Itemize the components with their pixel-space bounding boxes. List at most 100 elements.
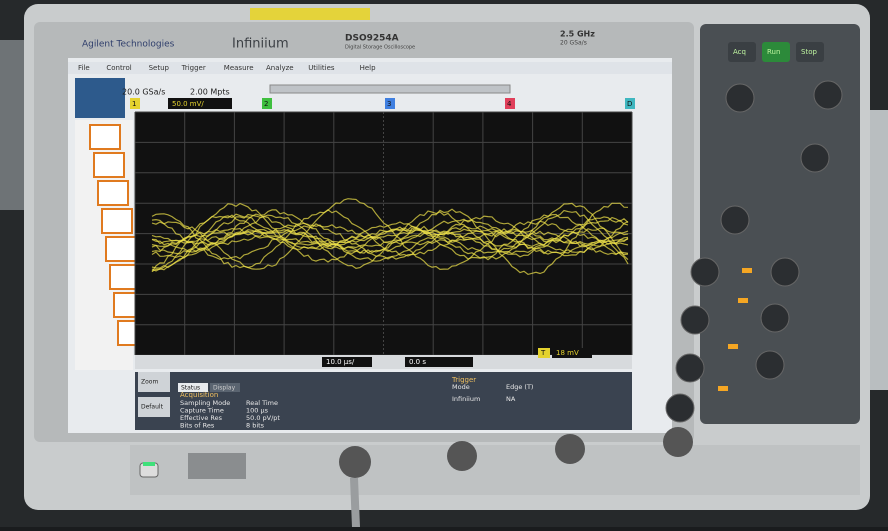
- tabs: Status Display: [178, 383, 240, 392]
- trigger-key: Infiniium: [452, 395, 480, 403]
- menu-item[interactable]: Help: [360, 64, 377, 72]
- menu-bar: [68, 62, 672, 74]
- trigger-level: 18 mV: [556, 349, 579, 357]
- acq-button-label: Run: [767, 48, 780, 56]
- time-scale-box[interactable]: [322, 357, 372, 367]
- channel-label: 2: [264, 100, 268, 108]
- knob[interactable]: [813, 80, 843, 110]
- waveform-trace: [151, 202, 629, 272]
- acq-button-label: Acq: [733, 48, 746, 56]
- waveform-trace: [151, 209, 629, 272]
- waveform-trace: [151, 209, 629, 262]
- trigger-heading: Trigger: [451, 376, 476, 384]
- sample-rate: 20 GSa/s: [560, 40, 587, 47]
- usb-port: [188, 453, 246, 479]
- knob[interactable]: [690, 257, 720, 287]
- probe-cable: [350, 478, 360, 527]
- status-value: 8 bits: [246, 422, 265, 430]
- brand: Agilent Technologies: [82, 40, 175, 50]
- waveform-trace: [151, 215, 629, 260]
- menu-item[interactable]: File: [78, 64, 90, 72]
- trigger-marker: [538, 348, 550, 358]
- waveform-trace: [151, 202, 629, 276]
- tool-button[interactable]: [93, 152, 125, 178]
- knob[interactable]: [725, 83, 755, 113]
- tab-label: Status: [181, 385, 200, 392]
- bnc-2: [447, 441, 477, 471]
- product: Infiniium: [232, 37, 289, 52]
- time-position-box[interactable]: [405, 357, 473, 367]
- model: DSO9254A: [345, 34, 399, 44]
- side-button[interactable]: [138, 372, 170, 392]
- status-key: Effective Res: [180, 414, 223, 422]
- acq-button[interactable]: [728, 42, 756, 62]
- timebase-bar: [135, 355, 632, 369]
- tool-button[interactable]: [105, 236, 137, 262]
- channel-scale: 50.0 mV/: [172, 100, 204, 108]
- status-key: Sampling Mode: [180, 399, 230, 407]
- channel-badge[interactable]: [262, 98, 272, 109]
- menu-item[interactable]: Measure: [224, 64, 254, 72]
- tools: [89, 124, 149, 346]
- knob[interactable]: [755, 350, 785, 380]
- acq-button[interactable]: [796, 42, 824, 62]
- control-panel: [700, 24, 860, 424]
- status-value: 100 µs: [246, 407, 269, 415]
- logo-button[interactable]: [75, 78, 125, 118]
- knob[interactable]: [675, 353, 705, 383]
- knob[interactable]: [680, 305, 710, 335]
- tool-button[interactable]: [101, 208, 133, 234]
- status-rows: Sampling Mode Real Time Capture Time 100 µs…: [180, 383, 533, 430]
- status-key: Capture Time: [180, 407, 224, 415]
- side-button-label: Default: [141, 404, 164, 411]
- menu-item[interactable]: Utilities: [308, 64, 335, 72]
- trigger-level-box[interactable]: [552, 348, 592, 358]
- indicator-led: [738, 298, 748, 303]
- trigger-key: Mode: [452, 383, 470, 391]
- status-key: Bits of Res: [180, 422, 215, 430]
- side-button[interactable]: [138, 397, 170, 417]
- channel-badge[interactable]: [625, 98, 635, 109]
- menu-item[interactable]: Trigger: [181, 64, 206, 72]
- trigger-label: T: [540, 349, 546, 357]
- bottom-strip: [130, 445, 860, 495]
- tab[interactable]: [178, 383, 208, 392]
- bnc-1: [339, 446, 371, 478]
- menu-item[interactable]: Control: [106, 64, 131, 72]
- knob[interactable]: [760, 303, 790, 333]
- acq-points: 2.00 Mpts: [190, 88, 230, 97]
- indicator-led: [718, 386, 728, 391]
- channel-label: D: [627, 100, 632, 108]
- channel-badge[interactable]: [385, 98, 395, 109]
- model-subtitle: Digital Storage Oscilloscope: [345, 45, 415, 51]
- acq-button[interactable]: [762, 42, 790, 62]
- label-sticker: [250, 8, 370, 20]
- trigger-value: Edge (T): [506, 383, 533, 391]
- side-buttons: Zoom Default: [138, 372, 170, 417]
- knob[interactable]: [800, 143, 830, 173]
- menu-item[interactable]: Setup: [149, 64, 170, 72]
- channel-label: 1: [132, 100, 136, 108]
- tab-label: Display: [213, 385, 236, 392]
- menu-item[interactable]: Analyze: [266, 64, 294, 72]
- knob[interactable]: [720, 205, 750, 235]
- knob[interactable]: [665, 393, 695, 423]
- time-scale: 10.0 µs/: [326, 358, 355, 366]
- channel-label: 4: [507, 100, 512, 108]
- channel-scale-box[interactable]: [168, 98, 232, 109]
- power-led: [143, 462, 155, 466]
- tab[interactable]: [210, 383, 240, 392]
- waveform-trace: [151, 198, 629, 271]
- waveform-trace: [151, 213, 629, 269]
- waveform-trace: [151, 209, 629, 269]
- indicator-led: [742, 268, 752, 273]
- channel-badge[interactable]: [505, 98, 515, 109]
- tool-button[interactable]: [89, 124, 121, 150]
- channel-badge[interactable]: [130, 98, 140, 109]
- knobs: [665, 80, 843, 423]
- knob[interactable]: [770, 257, 800, 287]
- channel-bar: 1 50.0 mV/2 3 4 D: [130, 98, 635, 109]
- bandwidth: 2.5 GHz: [560, 30, 595, 39]
- tool-button[interactable]: [97, 180, 129, 206]
